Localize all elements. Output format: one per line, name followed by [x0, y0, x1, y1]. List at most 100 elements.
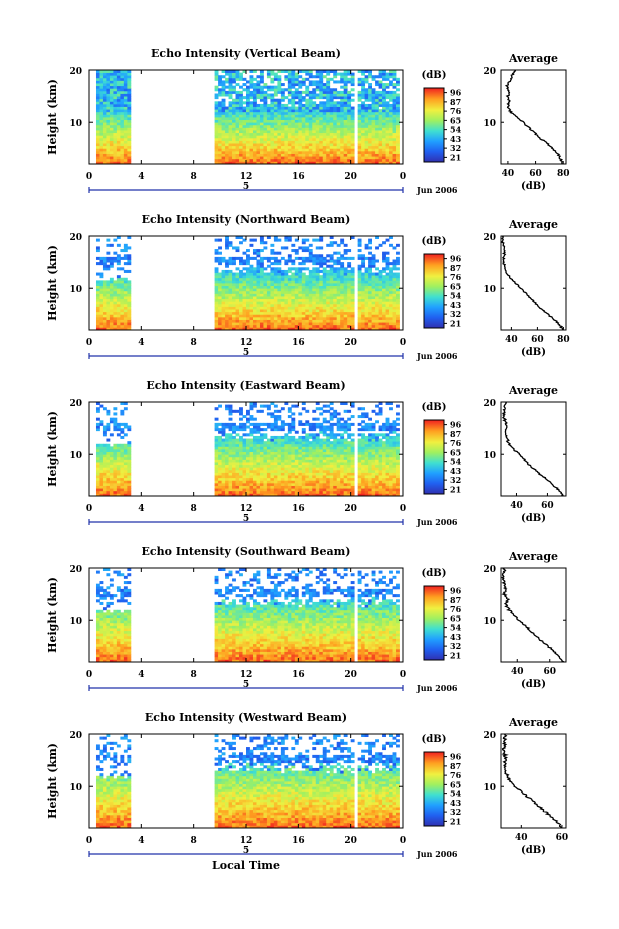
heatmap-cell: [294, 109, 299, 113]
heatmap-cell: [214, 101, 219, 105]
heatmap-cell: [270, 319, 275, 323]
heatmap-cell: [270, 425, 275, 429]
heatmap-cell: [343, 161, 348, 165]
heatmap-cell: [287, 296, 292, 300]
heatmap-cell: [228, 119, 233, 123]
heatmap-cell: [301, 246, 306, 250]
heatmap-cell: [287, 122, 292, 126]
heatmap-cell: [284, 269, 289, 273]
profile-x-label: (dB): [521, 347, 546, 358]
heatmap-cell: [375, 327, 379, 331]
heatmap-cell: [343, 324, 348, 328]
heatmap-cell: [277, 127, 282, 131]
heatmap-cell: [385, 153, 390, 157]
heatmap-cell: [263, 135, 268, 139]
heatmap-cell: [273, 277, 278, 281]
heatmap-cell: [273, 150, 278, 154]
heatmap-cell: [291, 127, 296, 131]
heatmap-cell: [371, 109, 376, 113]
heatmap-cell: [392, 143, 397, 147]
heatmap-cell: [246, 93, 250, 97]
heatmap-cell: [225, 456, 229, 460]
heatmap-cell: [378, 148, 383, 152]
heatmap-cell: [218, 106, 222, 110]
heatmap-cell: [270, 475, 275, 479]
heatmap-cell: [123, 109, 128, 113]
heatmap-cell: [270, 482, 275, 486]
heatmap-cell: [396, 135, 400, 139]
heatmap-cell: [259, 488, 264, 492]
heatmap-cell: [312, 88, 317, 92]
heatmap-cell: [291, 322, 296, 326]
heatmap-cell: [287, 254, 292, 258]
heatmap-cell: [239, 469, 243, 473]
heatmap-cell: [301, 449, 306, 453]
heatmap-cell: [109, 462, 114, 466]
heatmap-cell: [263, 130, 268, 134]
heatmap-cell: [263, 459, 268, 463]
heatmap-cell: [326, 272, 331, 276]
heatmap-cell: [252, 140, 257, 144]
heatmap-cell: [214, 459, 219, 463]
heatmap-cell: [239, 407, 243, 411]
heatmap-cell: [326, 280, 331, 284]
heatmap-cell: [249, 137, 254, 141]
heatmap-cell: [308, 130, 313, 134]
heatmap-cell: [266, 477, 271, 481]
heatmap-cell: [315, 309, 320, 313]
heatmap-cell: [113, 148, 118, 152]
heatmap-cell: [239, 309, 243, 313]
heatmap-cell: [329, 101, 334, 105]
heatmap-cell: [106, 303, 111, 307]
heatmap-cell: [239, 422, 243, 426]
heatmap-cell: [305, 256, 310, 260]
heatmap-cell: [319, 156, 324, 160]
heatmap-cell: [259, 296, 264, 300]
heatmap-cell: [280, 309, 285, 313]
heatmap-cell: [252, 114, 257, 118]
heatmap-cell: [214, 119, 219, 123]
heatmap-cell: [382, 75, 386, 79]
heatmap-cell: [378, 75, 383, 79]
heatmap-cell: [322, 283, 327, 287]
heatmap-cell: [270, 111, 275, 115]
heatmap-cell: [102, 324, 107, 328]
heatmap-cell: [95, 96, 100, 100]
heatmap-cell: [378, 114, 383, 118]
heatmap-cell: [102, 430, 107, 434]
heatmap-cell: [298, 85, 303, 89]
heatmap-cell: [270, 262, 275, 266]
heatmap-cell: [333, 327, 338, 331]
heatmap-cell: [218, 477, 222, 481]
heatmap-cell: [350, 267, 355, 271]
heatmap-cell: [102, 124, 107, 128]
heatmap-cell: [270, 251, 275, 255]
heatmap-cell: [301, 314, 306, 318]
heatmap-cell: [291, 145, 296, 149]
heatmap-cell: [312, 156, 317, 160]
heatmap-cell: [350, 111, 355, 115]
heatmap-cell: [305, 485, 310, 489]
heatmap-cell: [246, 98, 250, 102]
heatmap-cell: [287, 75, 292, 79]
heatmap-cell: [252, 93, 257, 97]
heatmap-cell: [322, 303, 327, 307]
heatmap-cell: [315, 103, 320, 107]
heatmap-cell: [378, 283, 383, 287]
heatmap-cell: [315, 488, 320, 492]
heatmap-cell: [218, 127, 222, 131]
colorbar-tick-label: 87: [450, 97, 461, 107]
heatmap-cell: [378, 83, 383, 87]
heatmap-cell: [319, 124, 324, 128]
heatmap-cell: [99, 285, 104, 289]
y-tick-label: 10: [69, 119, 82, 129]
heatmap-cell: [252, 316, 257, 320]
heatmap-cell: [252, 425, 257, 429]
heatmap-cell: [99, 122, 104, 126]
heatmap-cell: [396, 153, 400, 157]
heatmap-cell: [301, 103, 306, 107]
heatmap-cell: [319, 103, 324, 107]
heatmap-cell: [256, 303, 261, 307]
heatmap-cell: [263, 132, 268, 136]
heatmap-cell: [396, 145, 400, 149]
